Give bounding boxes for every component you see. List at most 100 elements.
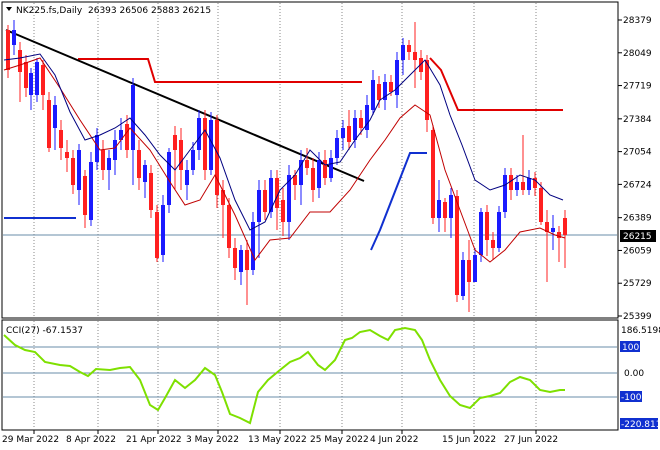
current-price-label: 26215 xyxy=(623,232,652,242)
bear-candle xyxy=(389,82,393,92)
bull-candle xyxy=(269,178,273,212)
bear-candle xyxy=(83,176,87,215)
bear-candle xyxy=(6,30,10,70)
bear-candle xyxy=(173,135,177,150)
bull-candle xyxy=(479,212,483,255)
date-tick-label: 3 May 2022 xyxy=(186,435,239,445)
bull-candle xyxy=(515,182,519,190)
downtrend-line xyxy=(5,29,365,182)
bull-candle xyxy=(35,62,39,95)
cci-min-label: -220.811 xyxy=(621,420,660,430)
resistance-line-1 xyxy=(78,58,362,83)
bull-candle xyxy=(317,160,321,188)
bear-candle xyxy=(59,130,63,148)
bull-candle xyxy=(53,105,57,128)
bear-candle xyxy=(221,190,225,205)
bear-candle xyxy=(347,126,351,142)
slow-moving-average xyxy=(3,57,566,263)
price-tick-label: 25729 xyxy=(623,279,652,289)
bull-candle xyxy=(119,130,123,140)
bull-candle xyxy=(473,255,477,282)
bull-candle xyxy=(341,128,345,138)
bear-candle xyxy=(41,65,45,95)
bull-candle xyxy=(89,162,93,220)
bear-candle xyxy=(65,152,69,158)
bear-candle xyxy=(263,190,267,212)
price-tick-label: 27054 xyxy=(623,148,652,158)
bear-candle xyxy=(431,130,435,218)
bull-candle xyxy=(107,158,111,170)
price-tick-label: 26389 xyxy=(623,214,652,224)
price-tick-label: 26059 xyxy=(623,246,652,256)
bull-candle xyxy=(371,80,375,110)
price-tick-label: 27384 xyxy=(623,115,652,125)
date-tick-label: 8 Apr 2022 xyxy=(66,435,116,445)
date-tick-label: 25 May 2022 xyxy=(310,435,369,445)
bull-candle xyxy=(113,140,117,160)
symbol-label: NK225.fs,Daily xyxy=(16,6,83,16)
fast-moving-average xyxy=(3,53,564,231)
bull-candle xyxy=(143,165,147,182)
collapse-triangle-icon[interactable] xyxy=(6,7,12,11)
bear-candle xyxy=(275,178,279,208)
bear-candle xyxy=(305,160,309,168)
bear-candle xyxy=(539,188,543,222)
cci-line xyxy=(3,326,565,425)
bear-candle xyxy=(407,45,411,52)
moving-averages xyxy=(3,53,566,263)
bear-candle xyxy=(377,84,381,100)
date-tick-label: 21 Apr 2022 xyxy=(126,435,182,445)
bull-candle xyxy=(251,222,255,270)
bull-candle xyxy=(329,158,333,178)
cci-series xyxy=(3,326,565,425)
cci-panel xyxy=(1,319,619,431)
price-axis: 28379 28049 27719 27384 27054 26724 26389 26059… xyxy=(618,16,652,322)
price-tick-label: 27719 xyxy=(623,82,652,92)
bull-candle xyxy=(197,118,201,150)
bear-candle xyxy=(125,124,129,150)
candles xyxy=(6,20,567,312)
cci-0-label: 0.00 xyxy=(624,369,644,379)
bear-candle xyxy=(521,182,525,190)
bull-candle xyxy=(95,135,99,162)
price-tick-label: 28049 xyxy=(623,49,652,59)
price-levels xyxy=(4,29,563,251)
bull-candle xyxy=(395,60,399,95)
date-axis: 29 Mar 2022 8 Apr 2022 21 Apr 2022 3 May 20… xyxy=(2,430,558,445)
bear-candle xyxy=(149,173,153,210)
cci-max-label: 186.5198 xyxy=(621,326,660,336)
bear-candle xyxy=(245,250,249,270)
bear-candle xyxy=(227,205,231,248)
bear-candle xyxy=(18,50,22,72)
bull-candle xyxy=(191,150,195,170)
bull-candle xyxy=(131,85,135,150)
bear-candle xyxy=(509,175,513,190)
bear-candle xyxy=(491,240,495,248)
date-tick-label: 29 Mar 2022 xyxy=(2,435,59,445)
bear-candle xyxy=(545,222,549,232)
bear-candle xyxy=(323,160,327,178)
bear-candle xyxy=(413,52,417,60)
bear-candle xyxy=(455,196,459,295)
date-tick-label: 4 Jun 2022 xyxy=(370,435,418,445)
price-tick-label: 26724 xyxy=(623,180,652,190)
bear-candle xyxy=(359,118,363,128)
bull-candle xyxy=(299,160,303,185)
bull-candle xyxy=(335,138,339,158)
current-price-box xyxy=(620,230,656,242)
bull-candle xyxy=(503,175,507,212)
cci-label: CCI(27) -67.1537 xyxy=(6,326,83,336)
bear-candle xyxy=(24,62,28,88)
bull-candle xyxy=(497,212,501,248)
bull-candle xyxy=(551,228,555,232)
bear-candle xyxy=(179,140,183,170)
bear-candle xyxy=(563,218,567,235)
cci-100-box xyxy=(620,341,640,352)
bull-candle xyxy=(437,200,441,218)
bear-candle xyxy=(425,60,429,120)
date-tick-label: 15 Jun 2022 xyxy=(442,435,496,445)
bull-candle xyxy=(449,195,453,218)
cci-100-label: 100 xyxy=(622,343,639,353)
bull-candle xyxy=(353,118,357,140)
